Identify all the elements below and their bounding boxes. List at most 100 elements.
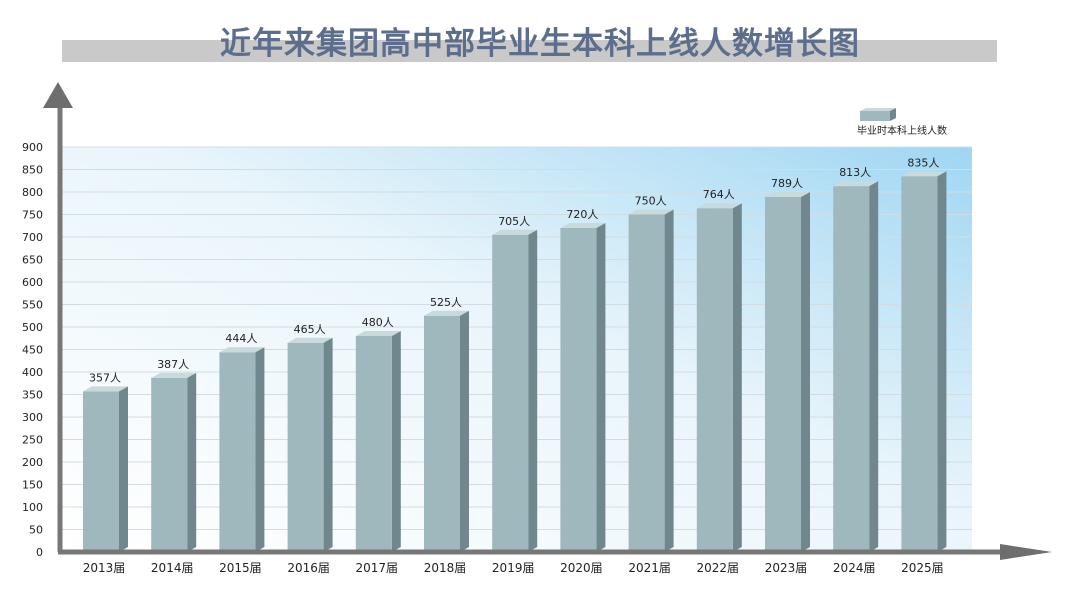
bar-value-label: 720人 [566,208,598,221]
x-tick-label: 2022届 [697,561,740,575]
bar-top [765,191,810,197]
x-axis-arrow [1000,544,1052,560]
legend-label: 毕业时本科上线人数 [857,124,947,137]
bar: 835人 [901,156,947,552]
bar-side [664,209,674,552]
bar-top [151,372,197,378]
bar-value-label: 465人 [294,323,326,336]
bar: 750人 [628,195,674,552]
bar-value-label: 480人 [362,316,394,329]
bar-top [424,310,469,316]
y-tick-label: 550 [22,299,43,312]
bar-value-label: 813人 [839,166,871,179]
bar-side [460,310,469,552]
y-tick-label: 700 [22,231,43,244]
y-tick-label: 200 [22,456,43,469]
bar-side [801,191,810,552]
bar-front [696,208,733,552]
bar: 480人 [355,316,401,552]
bar-side [391,331,401,552]
x-tick-label: 2024届 [833,561,876,575]
x-tick-label: 2016届 [287,561,330,575]
y-tick-label: 100 [22,501,43,514]
y-tick-label: 900 [22,141,43,154]
bar-value-label: 764人 [703,188,735,201]
bar-value-label: 835人 [907,156,939,169]
y-tick-label: 400 [22,366,43,379]
bar-top [219,347,265,353]
x-tick-label: 2019届 [492,561,535,575]
bar: 387人 [151,358,197,552]
bars: 357人 387人 444人 465人 480人 525人 705人 720人 750人 764人… [83,156,947,552]
bar: 813人 [833,166,879,552]
x-axis-labels: 2013届 2014届 2015届 2016届 2017届 2018届 2019届 2020届… [83,561,944,575]
bar-top [628,209,674,215]
bar-side [596,223,606,552]
bar-value-label: 750人 [635,195,667,208]
bar-top [83,386,128,392]
legend-swatch-side [890,108,896,121]
y-tick-label: 650 [22,254,43,267]
legend-swatch [860,111,890,121]
x-tick-label: 2020届 [560,561,603,575]
y-tick-label: 0 [36,546,43,559]
bar: 720人 [560,208,606,552]
bar-side [937,171,947,552]
bar-top [492,229,538,235]
bar-value-label: 387人 [157,358,189,371]
bar-value-label: 444人 [225,332,257,345]
bar-top [355,331,401,336]
y-tick-label: 300 [22,411,43,424]
bar-side [869,181,879,552]
y-tick-label: 50 [29,524,43,537]
y-tick-label: 800 [22,186,43,199]
bar-front [560,228,597,552]
y-tick-label: 150 [22,479,43,492]
y-tick-label: 250 [22,434,43,447]
bar-front [219,352,256,552]
y-tick-label: 600 [22,276,43,289]
bar-front [355,336,392,552]
bar: 525人 [424,296,469,552]
y-axis-ticks: 0 50 100 150 200 250 300 350 400 450 500 550 600 650 7… [22,141,43,559]
bar: 705人 [492,215,538,552]
bar-value-label: 525人 [430,296,462,309]
bar: 357人 [83,371,128,552]
y-tick-label: 850 [22,164,43,177]
legend-swatch-top [860,108,896,111]
bar-side [528,229,538,552]
bar-value-label: 357人 [89,371,121,384]
bar-side [255,347,265,552]
bar-front [287,342,324,552]
bar-side [732,203,742,552]
bar-front [628,214,665,552]
x-tick-label: 2025届 [901,561,944,575]
x-tick-label: 2014届 [151,561,194,575]
bar-top [560,223,606,228]
title-band [62,40,997,62]
bar-top [287,337,333,343]
y-tick-label: 750 [22,209,43,222]
y-tick-label: 350 [22,389,43,402]
bar-front [424,315,460,552]
bar: 444人 [219,332,265,552]
bar: 789人 [765,177,810,552]
x-tick-label: 2021届 [628,561,671,575]
bar-front [83,391,119,552]
bar: 764人 [696,188,742,552]
chart-title: 近年来集团高中部毕业生本科上线人数增长图 [220,26,860,62]
x-tick-label: 2013届 [83,561,126,575]
bar-side [187,372,197,552]
bar-value-label: 705人 [498,215,530,228]
y-axis-arrow [43,82,73,108]
bar-front [492,234,529,552]
y-tick-label: 500 [22,321,43,334]
bar-front [151,377,188,552]
bar-top [901,171,947,177]
y-tick-label: 450 [22,344,43,357]
x-tick-label: 2018届 [424,561,467,575]
bar-front [901,176,938,552]
x-tick-label: 2023届 [765,561,808,575]
bar-side [119,386,128,552]
